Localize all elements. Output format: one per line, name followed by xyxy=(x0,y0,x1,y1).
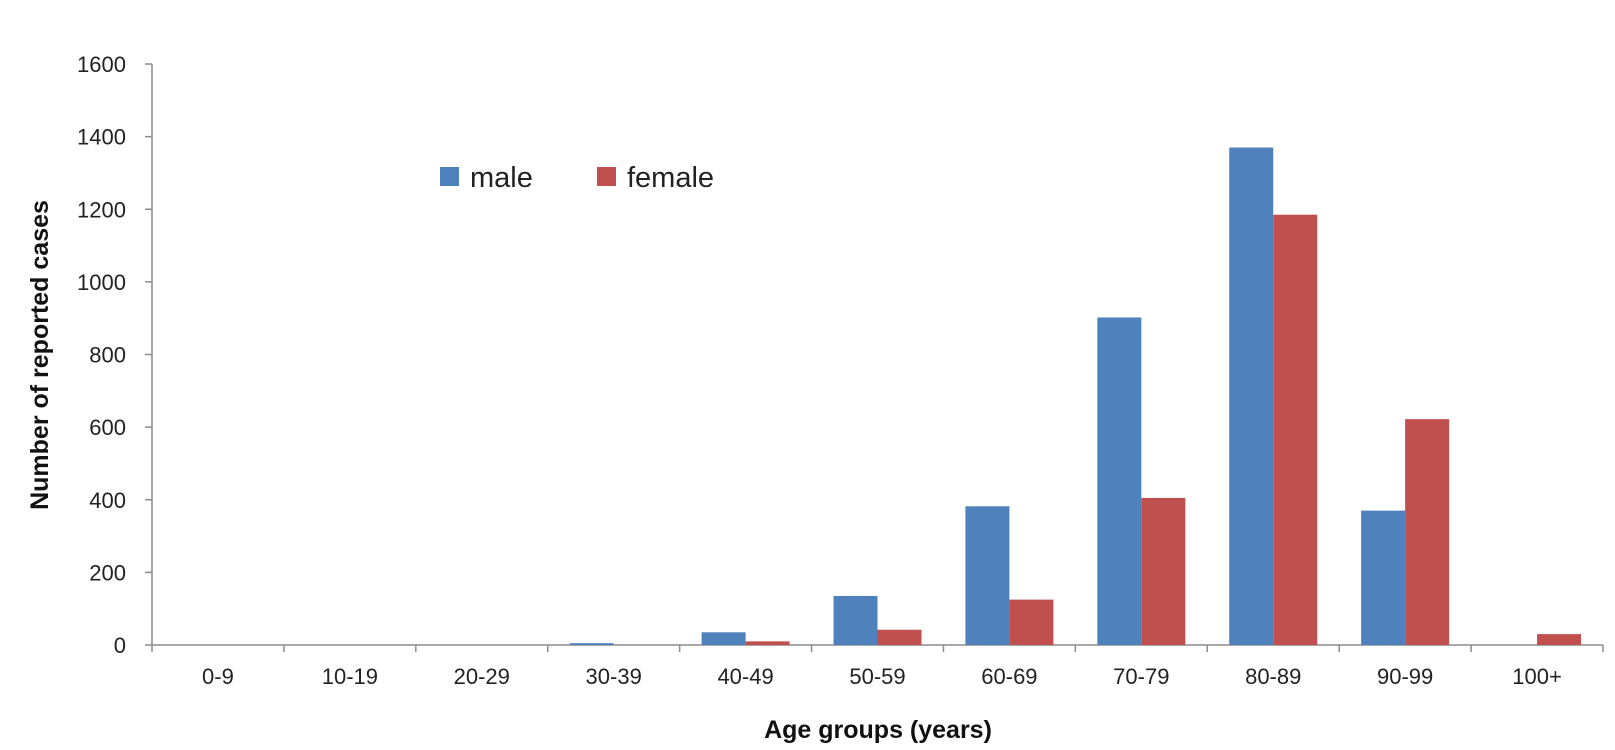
x-ticks: 0-9 10-19 20-29 30-39 40-49 50-59 60-69 70-79 80… xyxy=(151,645,1604,689)
legend-swatch-female xyxy=(597,167,616,186)
bar-male-90-99 xyxy=(1361,510,1406,645)
legend-swatch-male xyxy=(440,167,459,186)
x-tick-label: 100+ xyxy=(1512,664,1562,689)
bar-male-30-39 xyxy=(569,643,614,645)
y-tick-label: 1000 xyxy=(77,270,126,295)
bar-male-60-69 xyxy=(965,506,1010,645)
bar-female-90-99 xyxy=(1405,419,1450,645)
y-tick-label: 1200 xyxy=(77,197,126,222)
y-tick-label: 800 xyxy=(89,343,126,368)
bar-male-50-59 xyxy=(833,595,878,645)
y-tick-label: 600 xyxy=(89,415,126,440)
x-tick-label: 10-19 xyxy=(322,664,378,689)
x-tick-label: 80-89 xyxy=(1245,664,1301,689)
bars xyxy=(569,147,1582,646)
legend: male female xyxy=(440,162,714,194)
y-axis-title: Number of reported cases xyxy=(26,200,54,510)
y-axis: 0 200 400 600 800 1000 1200 1400 1600 xyxy=(77,52,153,658)
y-tick-label: 200 xyxy=(89,560,126,585)
x-tick-label: 40-49 xyxy=(717,664,773,689)
bar-female-60-69 xyxy=(1009,599,1054,645)
x-tick-label: 20-29 xyxy=(454,664,510,689)
bar-female-100+ xyxy=(1537,634,1582,645)
bar-female-80-89 xyxy=(1273,214,1318,645)
x-tick-label: 70-79 xyxy=(1113,664,1169,689)
bar-male-80-89 xyxy=(1229,147,1274,646)
bar-male-70-79 xyxy=(1097,317,1142,645)
y-tick-label: 400 xyxy=(89,488,126,513)
bar-female-50-59 xyxy=(877,629,922,645)
x-tick-label: 0-9 xyxy=(202,664,234,689)
x-tick-label: 90-99 xyxy=(1377,664,1433,689)
x-axis: 0-9 10-19 20-29 30-39 40-49 50-59 60-69 70-79 80… xyxy=(151,644,1604,689)
bar-female-40-49 xyxy=(745,641,790,645)
x-axis-title: Age groups (years) xyxy=(764,716,992,744)
bar-female-70-79 xyxy=(1141,497,1186,645)
y-tick-label: 1400 xyxy=(77,125,126,150)
bar-male-40-49 xyxy=(701,632,746,645)
x-tick-label: 50-59 xyxy=(849,664,905,689)
y-ticks: 0 200 400 600 800 1000 1200 1400 1600 xyxy=(77,52,152,658)
y-tick-label: 0 xyxy=(114,633,126,658)
x-tick-label: 30-39 xyxy=(586,664,642,689)
y-tick-label: 1600 xyxy=(77,52,126,77)
legend-label-male: male xyxy=(470,162,533,194)
x-tick-label: 60-69 xyxy=(981,664,1037,689)
legend-label-female: female xyxy=(627,162,714,194)
